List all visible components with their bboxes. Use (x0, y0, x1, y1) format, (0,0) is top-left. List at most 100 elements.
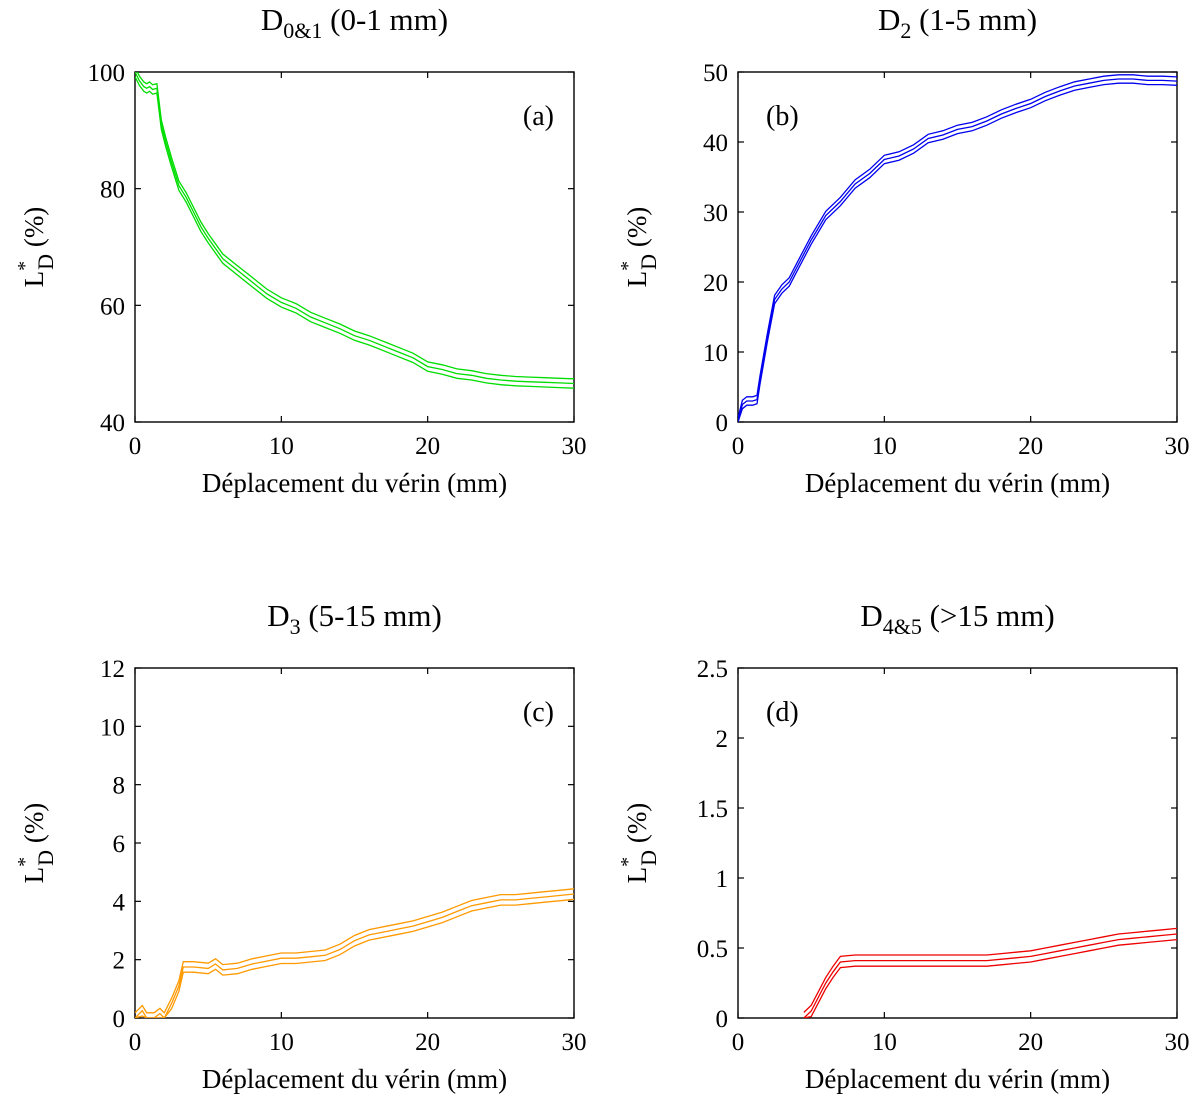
y-tick-label: 0 (716, 1006, 729, 1033)
y-axis-label: L*D (%) (617, 207, 661, 288)
series-line-lower (738, 82, 1177, 422)
y-axis-label-main: L (622, 867, 652, 884)
chart-title-suffix: (1-5 mm) (911, 2, 1037, 37)
y-tick-label: 40 (703, 130, 728, 157)
series-line-upper (135, 888, 574, 1014)
chart-title-subscript: 0&1 (283, 18, 322, 43)
series-line-lower (135, 898, 574, 1018)
y-axis-label-suffix: (%) (19, 803, 49, 850)
chart-title-main: D (261, 2, 283, 37)
x-tick-label: 0 (129, 433, 142, 460)
y-tick-label: 80 (100, 177, 125, 204)
x-tick-label: 10 (872, 1029, 897, 1056)
x-axis-label: Déplacement du vérin (mm) (805, 468, 1110, 498)
plot-frame (134, 667, 575, 1019)
plot-frame (737, 71, 1178, 423)
chart-title-subscript: 2 (900, 18, 911, 43)
y-axis-label-subscript: D (33, 254, 58, 270)
y-tick-label: 1 (716, 866, 729, 893)
chart-title: D2 (1-5 mm) (878, 2, 1037, 43)
series-line (135, 72, 574, 385)
series-line-upper (803, 927, 1177, 1013)
y-tick-label: 1.5 (697, 796, 728, 823)
panel-tag: (b) (766, 101, 799, 132)
y-tick-label: 4 (113, 889, 126, 916)
plot-frame (737, 667, 1178, 1019)
y-axis-label: L*D (%) (14, 803, 58, 884)
panel-tag: (d) (766, 697, 799, 728)
y-tick-label: 0 (113, 1006, 126, 1033)
y-tick-label: 2 (716, 726, 729, 753)
y-axis-label-superscript: * (617, 857, 639, 867)
x-axis-label: Déplacement du vérin (mm) (202, 1064, 507, 1094)
chart-title-suffix: (0-1 mm) (322, 2, 448, 37)
y-axis-label-subscript: D (33, 850, 58, 866)
x-tick-label: 20 (1018, 433, 1043, 460)
y-tick-label: 50 (703, 60, 728, 87)
y-tick-label: 10 (100, 714, 125, 741)
y-tick-label: 10 (703, 340, 728, 367)
y-axis-label-suffix: (%) (622, 803, 652, 850)
y-axis-label-main: L (19, 867, 49, 884)
y-axis-label: L*D (%) (617, 803, 661, 884)
y-axis-label-superscript: * (617, 261, 639, 271)
x-tick-label: 10 (872, 433, 897, 460)
y-axis-label-suffix: (%) (622, 207, 652, 254)
x-axis-label: Déplacement du vérin (mm) (202, 468, 507, 498)
y-tick-label: 0.5 (697, 936, 728, 963)
chart-title-main: D (860, 598, 882, 633)
y-tick-label: 6 (113, 831, 126, 858)
chart-panel-a: D0&1 (0-1 mm)0 10 20 30406080100Déplacement… (14, 2, 587, 498)
x-tick-label: 0 (732, 433, 745, 460)
chart-title: D4&5 (>15 mm) (860, 598, 1054, 639)
chart-panel-d: D4&5 (>15 mm)0 10 20 3000.511.522.5Déplacem… (617, 598, 1190, 1094)
y-tick-label: 2 (113, 948, 126, 975)
x-tick-label: 30 (562, 1029, 587, 1056)
panel-tag: (a) (523, 101, 554, 132)
x-tick-label: 20 (415, 433, 440, 460)
series-line (135, 893, 574, 1018)
y-tick-label: 40 (100, 410, 125, 437)
y-tick-label: 0 (716, 410, 729, 437)
y-axis-label-subscript: D (636, 254, 661, 270)
chart-title-main: D (267, 598, 289, 633)
chart-title-suffix: (>15 mm) (922, 598, 1055, 633)
chart-panel-b: D2 (1-5 mm)0 10 20 3001020304050Déplacement… (617, 2, 1190, 498)
x-tick-label: 20 (415, 1029, 440, 1056)
x-tick-label: 0 (732, 1029, 745, 1056)
y-axis-label-subscript: D (636, 850, 661, 866)
chart-title-suffix: (5-15 mm) (301, 598, 442, 633)
y-axis-label-main: L (622, 271, 652, 288)
x-tick-label: 20 (1018, 1029, 1043, 1056)
chart-title: D3 (5-15 mm) (267, 598, 442, 639)
y-axis-label-superscript: * (14, 261, 36, 271)
series-line-lower (803, 938, 1177, 1018)
y-tick-label: 8 (113, 773, 126, 800)
y-tick-label: 2.5 (697, 656, 728, 683)
chart-title-main: D (878, 2, 900, 37)
x-tick-label: 30 (1165, 1029, 1190, 1056)
chart-panel-c: D3 (5-15 mm)0 10 20 30024681012Déplacement … (14, 598, 587, 1094)
series-line-upper (738, 74, 1177, 418)
series-line-upper (136, 72, 574, 380)
y-axis-label: L*D (%) (14, 207, 58, 288)
series-line (738, 78, 1177, 422)
y-axis-label-suffix: (%) (19, 207, 49, 254)
y-axis-label-superscript: * (14, 857, 36, 867)
x-tick-label: 10 (269, 1029, 294, 1056)
y-tick-label: 30 (703, 200, 728, 227)
series-line-lower (135, 76, 574, 389)
chart-title: D0&1 (0-1 mm) (261, 2, 448, 43)
plot-frame (134, 71, 575, 423)
chart-title-subscript: 3 (290, 614, 301, 639)
y-axis-label-main: L (19, 271, 49, 288)
y-tick-label: 12 (100, 656, 125, 683)
x-tick-label: 0 (129, 1029, 142, 1056)
x-tick-label: 10 (269, 433, 294, 460)
x-tick-label: 30 (1165, 433, 1190, 460)
x-tick-label: 30 (562, 433, 587, 460)
chart-title-subscript: 4&5 (883, 614, 922, 639)
series-line (803, 933, 1177, 1018)
y-tick-label: 100 (88, 60, 126, 87)
panel-tag: (c) (523, 697, 554, 728)
